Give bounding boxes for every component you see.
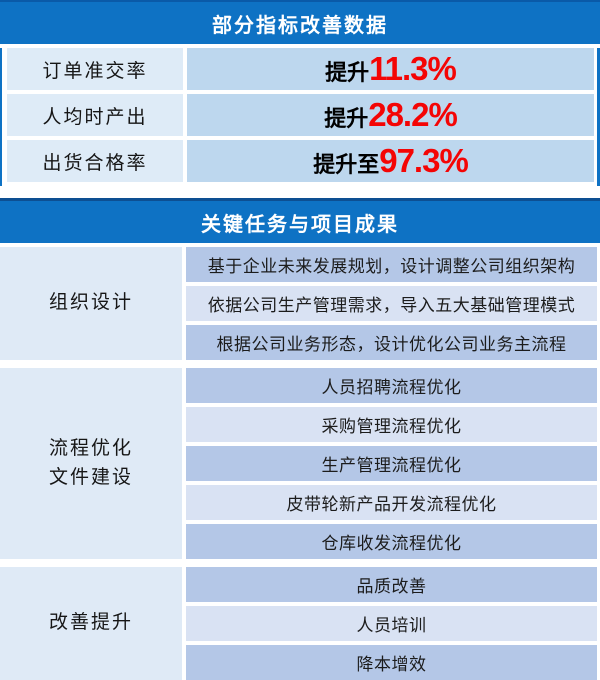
metrics-table-header: 部分指标改善数据 bbox=[0, 0, 600, 44]
metric-prefix: 提升 bbox=[324, 106, 369, 131]
task-item: 品质改善 bbox=[186, 567, 597, 602]
metric-label-text: 人均时产出 bbox=[42, 106, 148, 128]
task-group-rows: 品质改善 人员培训 降本增效 bbox=[186, 567, 597, 680]
task-item: 皮带轮新产品开发流程优化 bbox=[186, 485, 597, 520]
task-group-label: 改善提升 bbox=[0, 567, 182, 680]
task-group-rows: 人员招聘流程优化 采购管理流程优化 生产管理流程优化 皮带轮新产品开发流程优化 … bbox=[186, 368, 597, 559]
metric-row-order-rate: 订单准交率 提升 11.3% bbox=[7, 48, 594, 90]
metric-label: 出货合格率 bbox=[7, 140, 183, 182]
task-item: 仓库收发流程优化 bbox=[186, 524, 597, 559]
task-group-label: 组织设计 bbox=[0, 247, 182, 360]
task-group-improvement: 改善提升 品质改善 人员培训 降本增效 bbox=[0, 567, 597, 680]
task-item: 降本增效 bbox=[186, 645, 597, 680]
metric-value-cell: 提升 28.2% bbox=[187, 94, 594, 136]
task-item: 基于企业未来发展规划，设计调整公司组织架构 bbox=[186, 247, 597, 282]
tasks-table-body: 组织设计 基于企业未来发展规划，设计调整公司组织架构 依据公司生产管理需求，导入… bbox=[0, 247, 600, 680]
task-group-rows: 基于企业未来发展规划，设计调整公司组织架构 依据公司生产管理需求，导入五大基础管… bbox=[186, 247, 597, 360]
tasks-table: 关键任务与项目成果 组织设计 基于企业未来发展规划，设计调整公司组织架构 依据公… bbox=[0, 198, 600, 680]
task-group-label: 流程优化 文件建设 bbox=[0, 368, 182, 559]
task-group-org-design: 组织设计 基于企业未来发展规划，设计调整公司组织架构 依据公司生产管理需求，导入… bbox=[0, 247, 597, 360]
task-item: 人员招聘流程优化 bbox=[186, 368, 597, 403]
metric-value: 97.3% bbox=[379, 142, 469, 179]
task-item: 采购管理流程优化 bbox=[186, 407, 597, 442]
metric-label: 人均时产出 bbox=[7, 94, 183, 136]
metric-label-text: 订单准交率 bbox=[42, 60, 148, 82]
metrics-table-body: 订单准交率 提升 11.3% 人均时产出 提升 28.2% 出货合格率 bbox=[0, 48, 600, 186]
metric-value: 28.2% bbox=[368, 96, 458, 133]
tasks-table-header: 关键任务与项目成果 bbox=[0, 198, 600, 243]
metric-row-output: 人均时产出 提升 28.2% bbox=[7, 94, 594, 136]
task-item: 根据公司业务形态，设计优化公司业务主流程 bbox=[186, 325, 597, 360]
metric-prefix: 提升至 bbox=[313, 152, 380, 177]
metric-label-text: 出货合格率 bbox=[42, 152, 148, 174]
metric-value-cell: 提升 11.3% bbox=[187, 48, 594, 90]
metrics-table-title: 部分指标改善数据 bbox=[212, 14, 388, 37]
metric-row-pass-rate: 出货合格率 提升至 97.3% bbox=[7, 140, 594, 182]
metric-prefix: 提升 bbox=[325, 60, 370, 85]
task-item: 人员培训 bbox=[186, 606, 597, 641]
metric-label: 订单准交率 bbox=[7, 48, 183, 90]
tasks-table-title: 关键任务与项目成果 bbox=[201, 213, 399, 236]
metric-value: 11.3% bbox=[369, 50, 457, 87]
metrics-table: 部分指标改善数据 订单准交率 提升 11.3% 人均时产出 提升 28.2% bbox=[0, 0, 600, 186]
task-item: 生产管理流程优化 bbox=[186, 446, 597, 481]
task-group-process-optimization: 流程优化 文件建设 人员招聘流程优化 采购管理流程优化 生产管理流程优化 皮带轮… bbox=[0, 368, 597, 559]
task-item: 依据公司生产管理需求，导入五大基础管理模式 bbox=[186, 286, 597, 321]
metric-value-cell: 提升至 97.3% bbox=[187, 140, 594, 182]
